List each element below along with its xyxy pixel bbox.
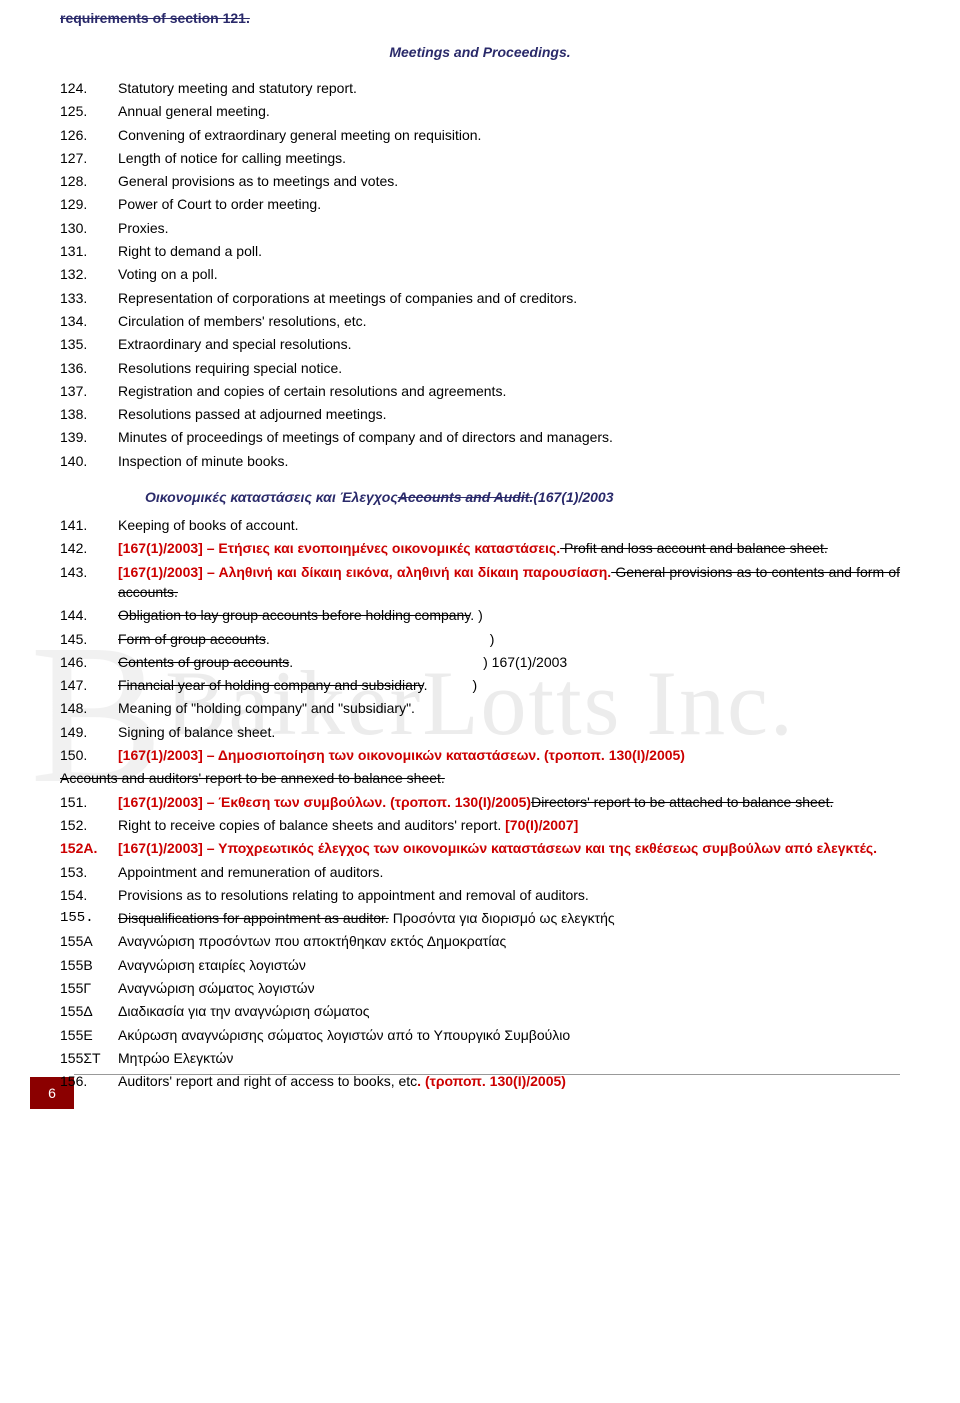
list-item: 132.Voting on a poll. [60, 264, 900, 284]
list-item: 140.Inspection of minute books. [60, 451, 900, 471]
list-item: 125.Annual general meeting. [60, 101, 900, 121]
list-item: 150. [167(1)/2003] – Δημοσιοποίηση των ο… [60, 745, 900, 765]
list-item: 148. Meaning of "holding company" and "s… [60, 698, 900, 718]
list-item: 155. Disqualifications for appointment a… [60, 908, 900, 928]
list-item: 156. Auditors' report and right of acces… [60, 1071, 900, 1091]
list-item: Accounts and auditors' report to be anne… [60, 768, 900, 788]
list-item: 149. Signing of balance sheet. [60, 722, 900, 742]
list-item: 138.Resolutions passed at adjourned meet… [60, 404, 900, 424]
list-item: 126.Convening of extraordinary general m… [60, 125, 900, 145]
top-struck-line: requirements of section 121. [60, 10, 900, 26]
section-heading-accounts: Οικονομικές καταστάσεις και ΈλεγχοςAccou… [145, 489, 900, 505]
list-item: 152. Right to receive copies of balance … [60, 815, 900, 835]
list-item: 153. Appointment and remuneration of aud… [60, 862, 900, 882]
list-item: 134.Circulation of members' resolutions,… [60, 311, 900, 331]
list-item: 151. [167(1)/2003] – Έκθεση των συμβούλω… [60, 792, 900, 812]
list-item: 155Β Αναγνώριση εταιρίες λογιστών [60, 955, 900, 975]
list-item: 147. Financial year of holding company a… [60, 675, 900, 695]
list-item: 155Ε Ακύρωση αναγνώρισης σώματος λογιστώ… [60, 1025, 900, 1045]
list-item: 129.Power of Court to order meeting. [60, 194, 900, 214]
list-item: 155Α Αναγνώριση προσόντων που αποκτήθηκα… [60, 931, 900, 951]
list-item: 143. [167(1)/2003] – Αληθινή και δίκαιη … [60, 562, 900, 603]
list-item: 142. [167(1)/2003] – Ετήσιες και ενοποιη… [60, 538, 900, 558]
list-item: 133.Representation of corporations at me… [60, 288, 900, 308]
list-item: 137.Registration and copies of certain r… [60, 381, 900, 401]
list-item: 124.Statutory meeting and statutory repo… [60, 78, 900, 98]
list-item: 127.Length of notice for calling meeting… [60, 148, 900, 168]
list-item: 131.Right to demand a poll. [60, 241, 900, 261]
list-item: 144. Obligation to lay group accounts be… [60, 605, 900, 625]
list-item: 135.Extraordinary and special resolution… [60, 334, 900, 354]
list-item: 128.General provisions as to meetings an… [60, 171, 900, 191]
list-item: 130.Proxies. [60, 218, 900, 238]
list-item: 155Γ Αναγνώριση σώματος λογιστών [60, 978, 900, 998]
list-item: 145. Form of group accounts.) [60, 629, 900, 649]
list-item: 155ΣΤ Μητρώο Ελεγκτών [60, 1048, 900, 1068]
list-item: 154. Provisions as to resolutions relati… [60, 885, 900, 905]
list-item: 155Δ Διαδικασία για την αναγνώριση σώματ… [60, 1001, 900, 1021]
list-item: 136.Resolutions requiring special notice… [60, 358, 900, 378]
list-item: 152A. [167(1)/2003] – Υποχρεωτικός έλεγχ… [60, 838, 900, 858]
list-item: 141. Keeping of books of account. [60, 515, 900, 535]
list-item: 139.Minutes of proceedings of meetings o… [60, 427, 900, 447]
list-item: 146. Contents of group accounts.) 167(1)… [60, 652, 900, 672]
section-heading-meetings: Meetings and Proceedings. [60, 44, 900, 60]
